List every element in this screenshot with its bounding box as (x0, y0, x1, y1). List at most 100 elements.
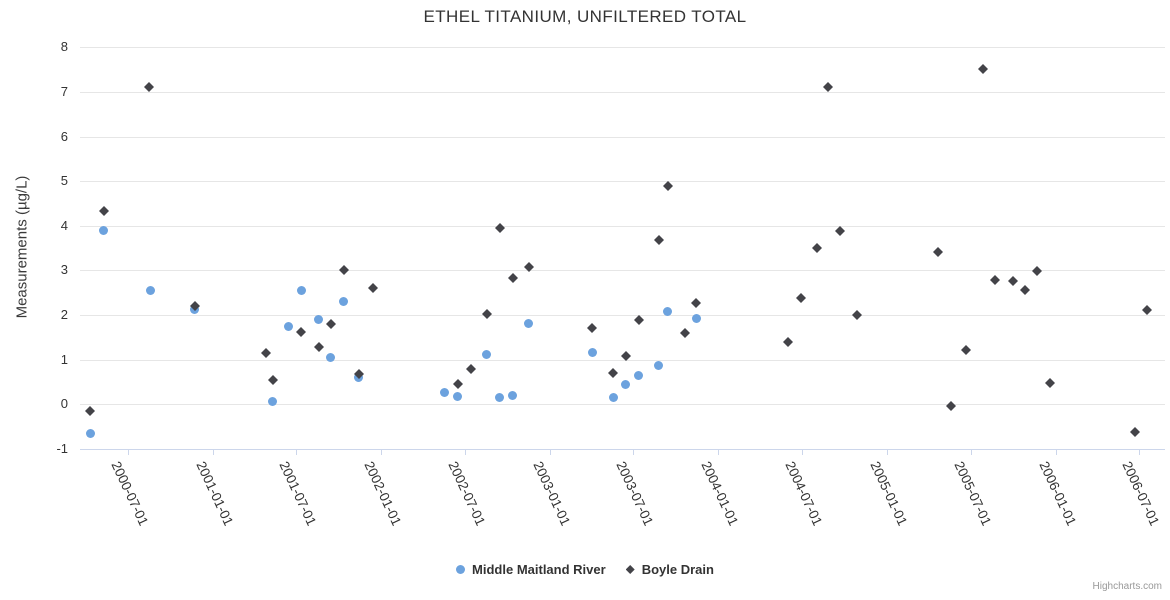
data-point-boyle-drain[interactable] (961, 345, 971, 355)
legend-item-boyle-drain[interactable]: Boyle Drain (625, 562, 714, 577)
data-point-boyle-drain[interactable] (852, 310, 862, 320)
x-axis-tick (213, 449, 214, 455)
data-point-boyle-drain[interactable] (524, 262, 534, 272)
data-point-boyle-drain[interactable] (1130, 427, 1140, 437)
data-point-middle-maitland-river[interactable] (440, 388, 449, 397)
data-point-middle-maitland-river[interactable] (524, 319, 533, 328)
x-axis-label: 2006-07-01 (1119, 459, 1163, 528)
data-point-boyle-drain[interactable] (621, 351, 631, 361)
data-point-boyle-drain[interactable] (1142, 305, 1152, 315)
data-point-boyle-drain[interactable] (1045, 378, 1055, 388)
legend-marker-diamond-icon (625, 565, 635, 574)
gridline (80, 270, 1165, 271)
data-point-boyle-drain[interactable] (466, 364, 476, 374)
data-point-middle-maitland-river[interactable] (692, 314, 701, 323)
data-point-boyle-drain[interactable] (268, 375, 278, 385)
data-point-middle-maitland-river[interactable] (86, 429, 95, 438)
data-point-middle-maitland-river[interactable] (621, 380, 630, 389)
data-point-boyle-drain[interactable] (261, 348, 271, 358)
x-axis-label: 2003-07-01 (613, 459, 657, 528)
data-point-boyle-drain[interactable] (453, 379, 463, 389)
x-axis-tick (802, 449, 803, 455)
data-point-boyle-drain[interactable] (314, 342, 324, 352)
data-point-boyle-drain[interactable] (680, 328, 690, 338)
data-point-boyle-drain[interactable] (812, 243, 822, 253)
x-axis-tick (1056, 449, 1057, 455)
data-point-middle-maitland-river[interactable] (99, 226, 108, 235)
data-point-boyle-drain[interactable] (663, 181, 673, 191)
y-axis-label: 0 (60, 396, 68, 411)
y-axis-label: 5 (60, 173, 68, 188)
data-point-boyle-drain[interactable] (634, 315, 644, 325)
data-point-middle-maitland-river[interactable] (495, 393, 504, 402)
data-point-boyle-drain[interactable] (796, 293, 806, 303)
data-point-boyle-drain[interactable] (99, 206, 109, 216)
data-point-boyle-drain[interactable] (495, 223, 505, 233)
data-point-boyle-drain[interactable] (654, 235, 664, 245)
data-point-middle-maitland-river[interactable] (339, 297, 348, 306)
y-axis-label: 8 (60, 39, 68, 54)
x-axis-tick (1139, 449, 1140, 455)
legend-item-middle-maitland-river[interactable]: Middle Maitland River (456, 562, 606, 577)
y-axis-label: 4 (60, 218, 68, 233)
data-point-boyle-drain[interactable] (835, 226, 845, 236)
data-point-middle-maitland-river[interactable] (453, 392, 462, 401)
data-point-boyle-drain[interactable] (354, 369, 364, 379)
data-point-boyle-drain[interactable] (508, 273, 518, 283)
data-point-boyle-drain[interactable] (326, 319, 336, 329)
x-axis-label: 2006-01-01 (1036, 459, 1080, 528)
data-point-boyle-drain[interactable] (990, 275, 1000, 285)
data-point-boyle-drain[interactable] (691, 298, 701, 308)
data-point-middle-maitland-river[interactable] (609, 393, 618, 402)
data-point-middle-maitland-river[interactable] (654, 361, 663, 370)
data-point-boyle-drain[interactable] (978, 64, 988, 74)
x-axis-tick (971, 449, 972, 455)
gridline (80, 315, 1165, 316)
data-point-middle-maitland-river[interactable] (284, 322, 293, 331)
x-axis-label: 2004-01-01 (698, 459, 742, 528)
x-axis-tick (887, 449, 888, 455)
data-point-boyle-drain[interactable] (1008, 276, 1018, 286)
data-point-boyle-drain[interactable] (823, 82, 833, 92)
data-point-middle-maitland-river[interactable] (663, 307, 672, 316)
data-point-middle-maitland-river[interactable] (297, 286, 306, 295)
chart-title: ETHEL TITANIUM, UNFILTERED TOTAL (423, 7, 747, 26)
data-point-middle-maitland-river[interactable] (482, 350, 491, 359)
x-axis-label: 2004-07-01 (782, 459, 826, 528)
x-axis-label: 2001-07-01 (276, 459, 320, 528)
data-point-boyle-drain[interactable] (190, 301, 200, 311)
data-point-middle-maitland-river[interactable] (326, 353, 335, 362)
x-axis-tick (550, 449, 551, 455)
y-axis-label: -1 (56, 441, 68, 456)
data-point-boyle-drain[interactable] (1032, 266, 1042, 276)
data-point-boyle-drain[interactable] (1020, 285, 1030, 295)
data-point-middle-maitland-river[interactable] (508, 391, 517, 400)
data-point-middle-maitland-river[interactable] (146, 286, 155, 295)
highcharts-credits[interactable]: Highcharts.com (1092, 581, 1162, 592)
data-point-boyle-drain[interactable] (783, 337, 793, 347)
x-axis-tick (465, 449, 466, 455)
data-point-boyle-drain[interactable] (296, 327, 306, 337)
data-point-middle-maitland-river[interactable] (268, 397, 277, 406)
x-axis-tick (633, 449, 634, 455)
x-axis-label: 2005-01-01 (867, 459, 911, 528)
data-point-middle-maitland-river[interactable] (314, 315, 323, 324)
legend-marker-circle-icon (456, 565, 466, 574)
data-point-boyle-drain[interactable] (144, 82, 154, 92)
y-axis-label: 2 (60, 307, 68, 322)
y-axis-label: 6 (60, 129, 68, 144)
data-point-boyle-drain[interactable] (339, 265, 349, 275)
y-axis-label: 3 (60, 262, 68, 277)
data-point-boyle-drain[interactable] (85, 406, 95, 416)
y-axis-label: 7 (60, 84, 68, 99)
data-point-boyle-drain[interactable] (608, 368, 618, 378)
data-point-boyle-drain[interactable] (482, 309, 492, 319)
data-point-boyle-drain[interactable] (946, 401, 956, 411)
data-point-boyle-drain[interactable] (587, 323, 597, 333)
data-point-boyle-drain[interactable] (368, 283, 378, 293)
gridline (80, 92, 1165, 93)
data-point-middle-maitland-river[interactable] (634, 371, 643, 380)
data-point-middle-maitland-river[interactable] (588, 348, 597, 357)
data-point-boyle-drain[interactable] (933, 247, 943, 257)
